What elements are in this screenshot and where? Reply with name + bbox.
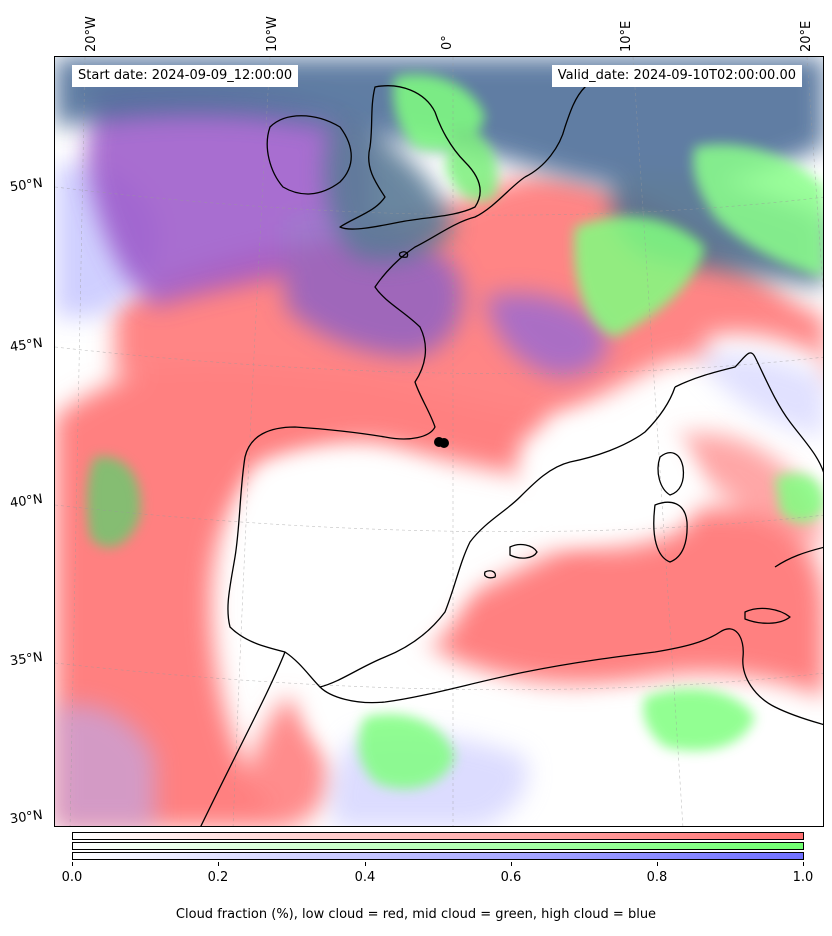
colorbar-tick-label: 0.0 [61,870,83,885]
coast-ibiza [483,570,497,579]
colorbar-tick [365,862,366,866]
coast-ireland [266,115,352,195]
colorbar-tick-label: 0.8 [646,870,668,885]
colorbar-tick [72,862,73,866]
colorbar-tick-label: 1.0 [792,870,814,885]
colorbar-high-cloud [72,852,804,860]
low-cloud-sardinia [675,433,823,547]
lon-label-10w: 10°W [265,16,280,52]
coast-italy-boot [774,546,823,568]
map-canvas [55,57,823,826]
coast-corsica [657,452,685,496]
lat-label-30n: 30°N [9,807,44,828]
colorbar-tick-label: 0.6 [500,870,522,885]
coast-north-africa [319,628,823,726]
lon-label-0: 0° [440,35,455,50]
low-cloud-morocco-coast [235,697,328,826]
lon-label-20e: 20°E [799,20,814,52]
lat-label-40n: 40°N [9,491,44,512]
coast-france-iberia [227,176,676,688]
low-cloud-atlantic [55,344,555,826]
lat-label-50n: 50°N [9,175,44,196]
location-marker [434,437,449,448]
colorbar-mid-cloud [72,842,804,850]
colorbar-tick [511,862,512,866]
start-date-label: Start date: 2024-09-09_12:00:00 [72,65,299,87]
low-cloud-mediterranean [415,508,823,697]
lat-label-45n: 45°N [9,335,44,356]
cloud-fraction-map: Start date: 2024-09-09_12:00:00 Valid_da… [54,56,824,827]
valid-date-label: Valid_date: 2024-09-10T02:00:00.00 [551,65,802,87]
coast-sicily [744,607,791,624]
lat-label-35n: 35°N [9,649,44,670]
lon-label-10e: 10°E [619,20,634,52]
graticule [55,57,823,826]
coast-mallorca [509,543,538,559]
colorbar-caption: Cloud fraction (%), low cloud = red, mid… [175,907,657,922]
colorbar-tick-label: 0.2 [207,870,229,885]
colorbar [72,832,804,862]
lon-label-20w: 20°W [84,16,99,52]
coast-morocco [200,651,286,826]
colorbar-tick-label: 0.4 [354,870,376,885]
mid-cloud-layer [86,74,823,789]
coast-great-britain [339,85,481,230]
colorbar-low-cloud [72,832,804,840]
colorbar-tick [657,862,658,866]
coast-italy [674,352,823,473]
colorbar-tick [218,862,219,866]
colorbar-tick [803,862,804,866]
coast-sardinia [653,501,688,563]
